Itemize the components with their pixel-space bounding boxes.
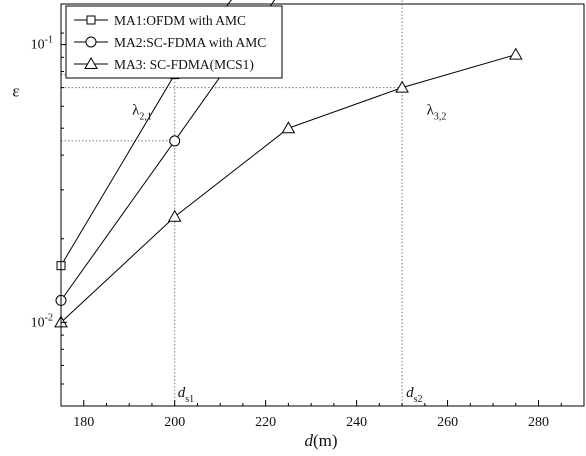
annotation-lambda32: λ3,2 <box>427 103 447 123</box>
series-1-line <box>60 0 232 266</box>
x-tick-label: 240 <box>346 415 367 430</box>
series-3-line <box>60 54 516 323</box>
x-tick-label: 180 <box>73 415 94 430</box>
series-2-line <box>60 0 276 301</box>
series-3-marker-4 <box>395 80 409 93</box>
x-tick-label: 280 <box>528 415 549 430</box>
tick-labels: 180 200 220 240 260 280 10-1 10-2 d(m) ε <box>12 35 549 450</box>
x-axis-label: d(m) <box>305 431 338 450</box>
y-tick-label: 10-1 <box>31 35 53 53</box>
y-axis-label: ε <box>12 82 19 101</box>
x-tick-label: 220 <box>255 415 276 430</box>
legend-marker-1 <box>86 15 96 25</box>
legend-label-2: MA2:SC-FDMA with AMC <box>114 35 266 50</box>
annotation-lambda21: λ2,1 <box>132 103 152 123</box>
series-2-marker-2 <box>169 135 181 147</box>
legend: MA1:OFDM with AMC MA2:SC-FDMA with AMC MA3… <box>65 5 283 79</box>
annotation-ds1: ds1 <box>178 385 194 405</box>
x-tick-label: 260 <box>437 415 458 430</box>
legend-marker-3 <box>84 56 98 69</box>
x-tick-label: 200 <box>164 415 185 430</box>
series-3-marker-3 <box>281 121 296 134</box>
axes <box>60 3 585 407</box>
annotation-ds2: ds2 <box>406 385 422 405</box>
plot-frame <box>60 3 585 407</box>
y-tick-label: 10-2 <box>31 312 53 330</box>
legend-label-3: MA3: SC-FDMA(MCS1) <box>114 57 254 72</box>
legend-label-1: MA1:OFDM with AMC <box>114 13 246 28</box>
series-3-marker-2 <box>167 209 182 222</box>
series-3-marker-5 <box>508 47 523 60</box>
legend-marker-2 <box>85 36 97 48</box>
